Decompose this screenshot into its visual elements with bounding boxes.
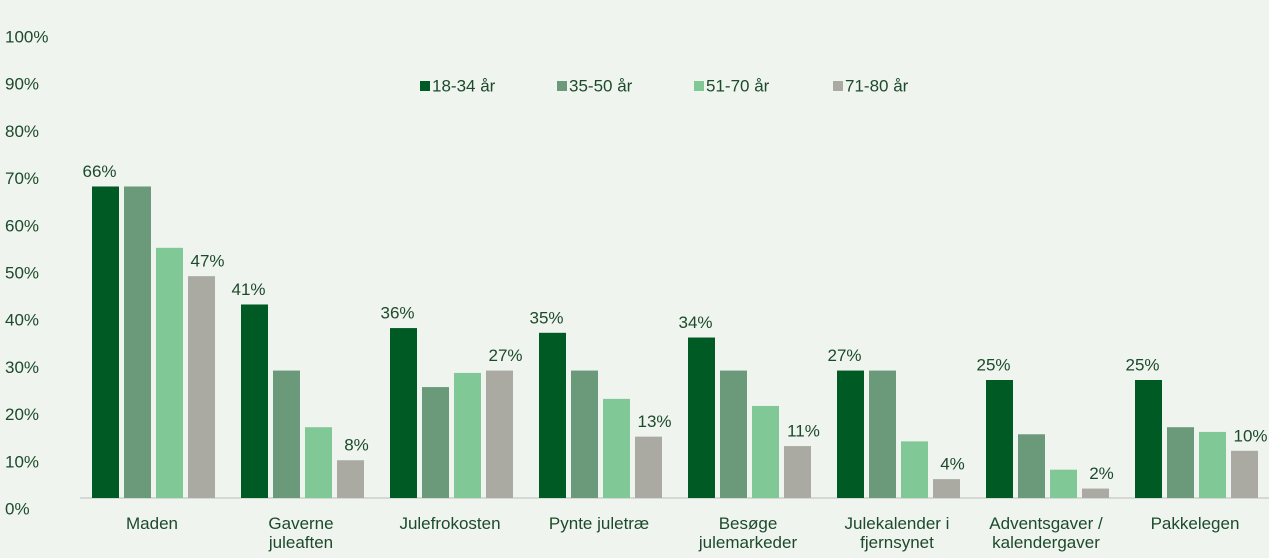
legend-label: 35-50 år [569, 76, 633, 95]
data-label: 25% [976, 355, 1010, 374]
bar [837, 370, 864, 498]
bar [869, 370, 896, 498]
y-tick-label: 50% [5, 263, 39, 282]
bar [390, 328, 417, 498]
y-tick-label: 100% [5, 27, 48, 46]
bar [784, 446, 811, 498]
bar [1231, 450, 1258, 498]
bar [635, 436, 662, 498]
data-label: 66% [82, 162, 116, 181]
legend-swatch [833, 81, 843, 91]
bar [752, 405, 779, 498]
bar [571, 370, 598, 498]
bar [454, 372, 481, 498]
bar [539, 332, 566, 498]
bar [1135, 380, 1162, 498]
data-label: 47% [190, 252, 224, 271]
x-tick-label: Maden [126, 514, 178, 533]
x-tick-label: Adventsgaver / kalendergaver [989, 514, 1103, 552]
x-tick-label: Pynte juletræ [548, 514, 650, 533]
bar [603, 398, 630, 498]
y-tick-label: 10% [5, 452, 39, 471]
legend-label: 51-70 år [706, 76, 770, 95]
y-tick-label: 60% [5, 216, 39, 235]
legend-label: 18-34 år [432, 76, 496, 95]
data-label: 41% [231, 280, 265, 299]
bar [1050, 469, 1077, 498]
bar [305, 427, 332, 498]
data-label: 36% [380, 304, 414, 323]
bar [337, 460, 364, 498]
y-tick-label: 70% [5, 169, 39, 188]
legend-swatch [420, 81, 430, 91]
bar [124, 186, 151, 499]
y-tick-label: 80% [5, 122, 39, 141]
x-tick-label: Pakkelegen [1150, 514, 1240, 533]
data-label: 13% [637, 412, 671, 431]
data-label: 34% [678, 313, 712, 332]
legend-swatch [557, 81, 567, 91]
data-label: 27% [827, 346, 861, 365]
y-tick-label: 20% [5, 405, 39, 424]
bar [486, 370, 513, 498]
legend-swatch [694, 81, 704, 91]
bar [720, 370, 747, 498]
x-tick-label: Besøge julemarkeder [698, 514, 798, 552]
bar [986, 380, 1013, 498]
y-tick-label: 40% [5, 311, 39, 330]
bar [933, 479, 960, 498]
y-tick-label: 0% [5, 499, 30, 518]
data-label: 10% [1233, 426, 1267, 445]
bar [688, 337, 715, 498]
bar [1199, 431, 1226, 498]
data-label: 35% [529, 308, 563, 327]
data-label: 8% [344, 436, 369, 455]
bar [1018, 434, 1045, 498]
data-label: 11% [787, 422, 820, 441]
bar [422, 387, 449, 498]
bar [273, 370, 300, 498]
x-tick-label: Gaverne juleaften [268, 514, 334, 552]
x-tick-label: Julekalender i fjernsynet [844, 514, 950, 552]
data-label: 27% [488, 346, 522, 365]
x-tick-label: Julefrokosten [399, 514, 501, 533]
data-label: 25% [1125, 355, 1159, 374]
bar [1167, 427, 1194, 498]
bar [92, 186, 119, 499]
data-label: 4% [940, 455, 965, 474]
data-label: 2% [1089, 464, 1114, 483]
bar [188, 276, 215, 498]
legend-label: 71-80 år [845, 76, 909, 95]
bar [901, 441, 928, 498]
bar [241, 304, 268, 498]
y-tick-label: 90% [5, 75, 39, 94]
bar [1082, 488, 1109, 498]
bar [156, 247, 183, 498]
y-tick-label: 30% [5, 358, 39, 377]
